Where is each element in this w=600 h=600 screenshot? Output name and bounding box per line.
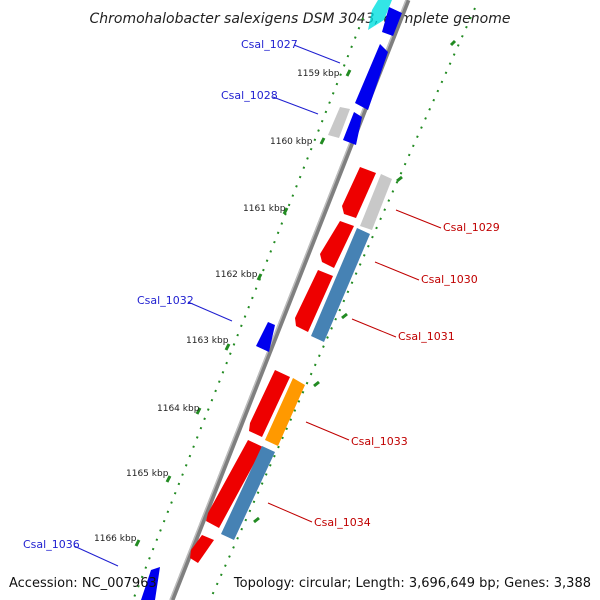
tick-1160: 1160 kbp: [270, 137, 313, 147]
gene-csal-1032[interactable]: [256, 322, 275, 352]
tick-labels: 1159 kbp 1160 kbp 1161 kbp 1162 kbp 1163…: [94, 69, 340, 544]
label-csal-1030[interactable]: Csal_1030: [421, 273, 478, 286]
label-csal-1028[interactable]: Csal_1028: [221, 89, 278, 102]
cds-csal-1029: [360, 174, 392, 230]
cds-csal-1034: [221, 446, 275, 540]
gene-csal-1026[interactable]: [382, 7, 402, 36]
gene-csal-1035[interactable]: [190, 535, 214, 563]
gene-grey-1160[interactable]: [328, 107, 350, 138]
gene-csal-1027[interactable]: [355, 44, 388, 110]
label-csal-1036[interactable]: Csal_1036: [23, 538, 80, 551]
label-csal-1034[interactable]: Csal_1034: [314, 516, 371, 529]
label-csal-1033[interactable]: Csal_1033: [351, 435, 408, 448]
inner-tick-marks: [134, 69, 352, 547]
outer-dotted-ring: [209, 7, 476, 600]
gene-csal-1030[interactable]: [320, 221, 354, 268]
gene-csal-1031[interactable]: [295, 270, 333, 332]
accession-text: Accession: NC_007963: [9, 576, 157, 591]
label-csal-1031[interactable]: Csal_1031: [398, 330, 455, 343]
gene-csal-1036[interactable]: [141, 567, 160, 600]
gene-csal-1028[interactable]: [343, 112, 362, 145]
label-csal-1032[interactable]: Csal_1032: [137, 294, 194, 307]
outer-tick-marks: [253, 39, 457, 524]
left-gene-labels: Csal_1027 Csal_1028 Csal_1032 Csal_1036: [23, 38, 341, 567]
map-title: Chromohalobacter salexigens DSM 3043, co…: [90, 11, 511, 27]
tick-1165: 1165 kbp: [126, 469, 169, 479]
label-csal-1027[interactable]: Csal_1027: [241, 38, 298, 51]
cds-csal-1033: [265, 378, 305, 446]
gene-csal-1033[interactable]: [249, 370, 290, 437]
right-gene-labels: Csal_1029 Csal_1030 Csal_1031 Csal_1033 …: [267, 209, 500, 529]
tick-1162: 1162 kbp: [215, 270, 258, 280]
topology-text: Topology: circular; Length: 3,696,649 bp…: [233, 576, 591, 591]
tick-1159: 1159 kbp: [297, 69, 340, 79]
tick-1161: 1161 kbp: [243, 204, 286, 214]
gene-csal-1034[interactable]: [206, 440, 263, 528]
inner-dotted-ring: [132, 17, 364, 600]
label-csal-1029[interactable]: Csal_1029: [443, 221, 500, 234]
gene-cyan[interactable]: [368, 0, 392, 30]
tick-1166: 1166 kbp: [94, 534, 137, 544]
cds-csal-1030-1031: [311, 228, 370, 342]
gene-csal-1029[interactable]: [342, 167, 376, 218]
tick-1163: 1163 kbp: [186, 336, 229, 346]
tick-1164: 1164 kbp: [157, 404, 200, 414]
